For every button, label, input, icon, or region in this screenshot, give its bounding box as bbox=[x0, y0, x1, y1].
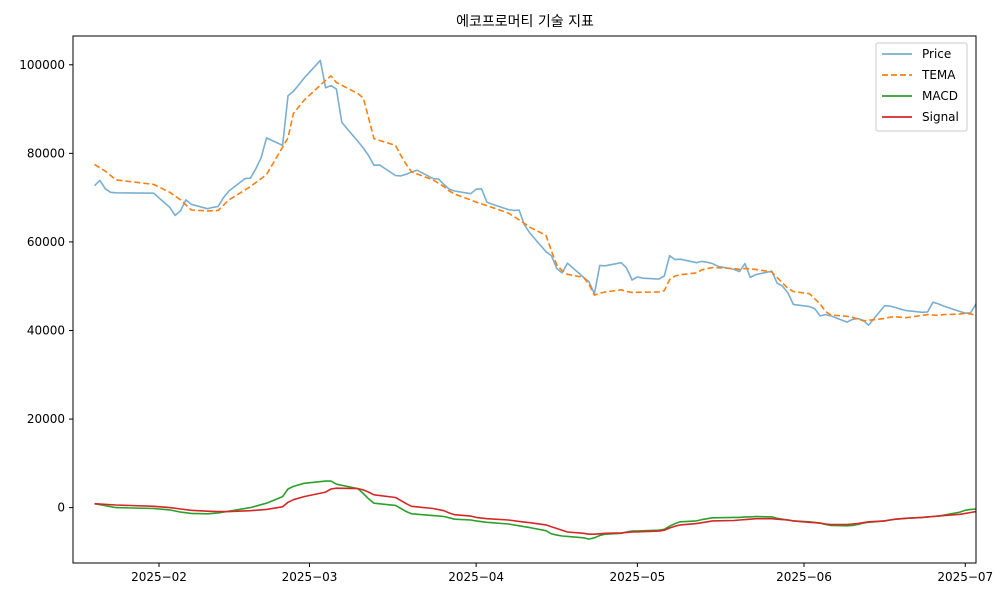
series-line-tema bbox=[94, 75, 977, 322]
x-tick-label: 2025−07 bbox=[937, 570, 993, 584]
series-line-signal bbox=[94, 487, 977, 536]
series-layer bbox=[93, 59, 977, 540]
x-tick-label: 2025−06 bbox=[776, 570, 832, 584]
legend-label-tema: TEMA bbox=[921, 68, 956, 82]
y-axis: 0 20000 40000 60000 80000 100000 bbox=[19, 58, 73, 515]
legend-label-signal: Signal bbox=[922, 110, 959, 124]
x-tick-label: 2025−02 bbox=[131, 570, 187, 584]
x-tick-label: 2025−05 bbox=[609, 570, 665, 584]
series-line-price bbox=[93, 59, 977, 327]
x-tick-label: 2025−03 bbox=[282, 570, 338, 584]
y-tick-label: 100000 bbox=[19, 58, 65, 72]
y-tick-label: 0 bbox=[57, 501, 65, 515]
legend-box bbox=[875, 42, 968, 132]
legend: Price TEMA MACD Signal bbox=[875, 42, 968, 132]
legend-label-macd: MACD bbox=[922, 89, 958, 103]
y-tick-label: 20000 bbox=[27, 412, 65, 426]
y-tick-label: 40000 bbox=[27, 324, 65, 338]
y-tick-label: 80000 bbox=[27, 146, 65, 160]
y-tick-label: 60000 bbox=[27, 235, 65, 249]
legend-label-price: Price bbox=[922, 47, 951, 61]
x-axis: 2025−02 2025−03 2025−04 2025−05 2025−06 2025−… bbox=[131, 563, 993, 584]
chart-title: 에코프로머티 기술 지표 bbox=[456, 14, 594, 30]
x-tick-label: 2025−04 bbox=[448, 570, 504, 584]
series-line-macd bbox=[94, 480, 977, 540]
plot-frame bbox=[72, 35, 977, 564]
